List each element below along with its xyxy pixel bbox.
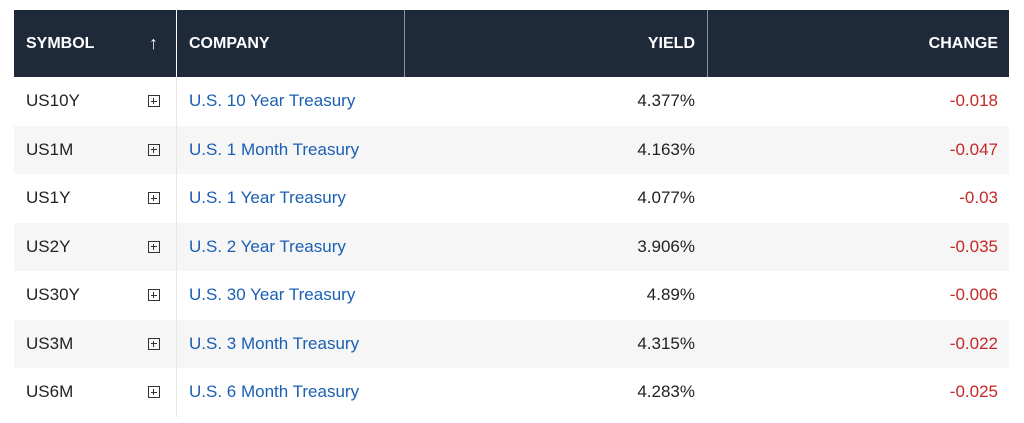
treasury-yields-table: SYMBOL ↑ COMPANY YIELD CHANGE US10Y U.S. … bbox=[14, 10, 1009, 417]
yield-cell: 4.89% bbox=[646, 285, 695, 305]
table-row: US3M U.S. 3 Month Treasury 4.315% -0.022 bbox=[14, 319, 1009, 369]
symbol-cell: US3M bbox=[26, 333, 74, 353]
add-button[interactable] bbox=[131, 174, 176, 223]
symbol-column-header[interactable]: SYMBOL bbox=[26, 34, 95, 52]
add-button[interactable] bbox=[131, 223, 176, 272]
yield-column-header[interactable]: YIELD bbox=[404, 10, 707, 77]
change-cell: -0.025 bbox=[949, 382, 998, 402]
change-cell: -0.006 bbox=[949, 285, 998, 305]
plus-box-icon bbox=[147, 289, 160, 302]
company-link[interactable]: U.S. 1 Month Treasury bbox=[176, 125, 404, 174]
change-cell: -0.022 bbox=[949, 333, 998, 353]
symbol-cell: US1Y bbox=[26, 188, 71, 208]
company-column-header[interactable]: COMPANY bbox=[176, 10, 404, 77]
plus-box-icon bbox=[147, 240, 160, 253]
company-link[interactable]: U.S. 1 Year Treasury bbox=[176, 174, 404, 223]
table-row: US10Y U.S. 10 Year Treasury 4.377% -0.018 bbox=[14, 77, 1009, 126]
change-column-header[interactable]: CHANGE bbox=[707, 10, 1009, 77]
yield-cell: 4.377% bbox=[637, 91, 695, 111]
yield-cell: 4.077% bbox=[637, 188, 695, 208]
table-row: US1M U.S. 1 Month Treasury 4.163% -0.047 bbox=[14, 125, 1009, 175]
company-link[interactable]: U.S. 3 Month Treasury bbox=[176, 319, 404, 368]
add-button[interactable] bbox=[131, 368, 176, 417]
plus-box-icon bbox=[147, 337, 160, 350]
table-row: US2Y U.S. 2 Year Treasury 3.906% -0.035 bbox=[14, 222, 1009, 272]
sort-button[interactable]: ↑ bbox=[131, 10, 176, 77]
change-cell: -0.035 bbox=[949, 236, 998, 256]
symbol-cell: US6M bbox=[26, 382, 74, 402]
add-button[interactable] bbox=[131, 271, 176, 320]
yield-cell: 4.315% bbox=[637, 333, 695, 353]
plus-box-icon bbox=[147, 95, 160, 108]
change-cell: -0.018 bbox=[949, 91, 998, 111]
yield-cell: 4.163% bbox=[637, 139, 695, 159]
plus-box-icon bbox=[147, 143, 160, 156]
add-button[interactable] bbox=[131, 126, 176, 175]
yield-cell: 3.906% bbox=[637, 236, 695, 256]
change-cell: -0.03 bbox=[959, 188, 998, 208]
add-button[interactable] bbox=[131, 77, 176, 126]
table-row: US6M U.S. 6 Month Treasury 4.283% -0.025 bbox=[14, 368, 1009, 417]
add-button[interactable] bbox=[131, 320, 176, 369]
symbol-cell: US1M bbox=[26, 139, 74, 159]
company-link[interactable]: U.S. 10 Year Treasury bbox=[176, 77, 404, 126]
table-header: SYMBOL ↑ COMPANY YIELD CHANGE bbox=[14, 10, 1009, 77]
plus-box-icon bbox=[147, 386, 160, 399]
arrow-up-icon: ↑ bbox=[149, 33, 158, 53]
symbol-cell: US2Y bbox=[26, 236, 71, 256]
company-link[interactable]: U.S. 6 Month Treasury bbox=[176, 368, 404, 417]
symbol-cell: US30Y bbox=[26, 285, 80, 305]
company-link[interactable]: U.S. 30 Year Treasury bbox=[176, 271, 404, 320]
table-row: US30Y U.S. 30 Year Treasury 4.89% -0.006 bbox=[14, 271, 1009, 320]
company-link[interactable]: U.S. 2 Year Treasury bbox=[176, 222, 404, 271]
yield-cell: 4.283% bbox=[637, 382, 695, 402]
table-row: US1Y U.S. 1 Year Treasury 4.077% -0.03 bbox=[14, 174, 1009, 223]
plus-box-icon bbox=[147, 192, 160, 205]
table-body: US10Y U.S. 10 Year Treasury 4.377% -0.018 US… bbox=[14, 77, 1009, 417]
symbol-cell: US10Y bbox=[26, 91, 80, 111]
change-cell: -0.047 bbox=[949, 139, 998, 159]
